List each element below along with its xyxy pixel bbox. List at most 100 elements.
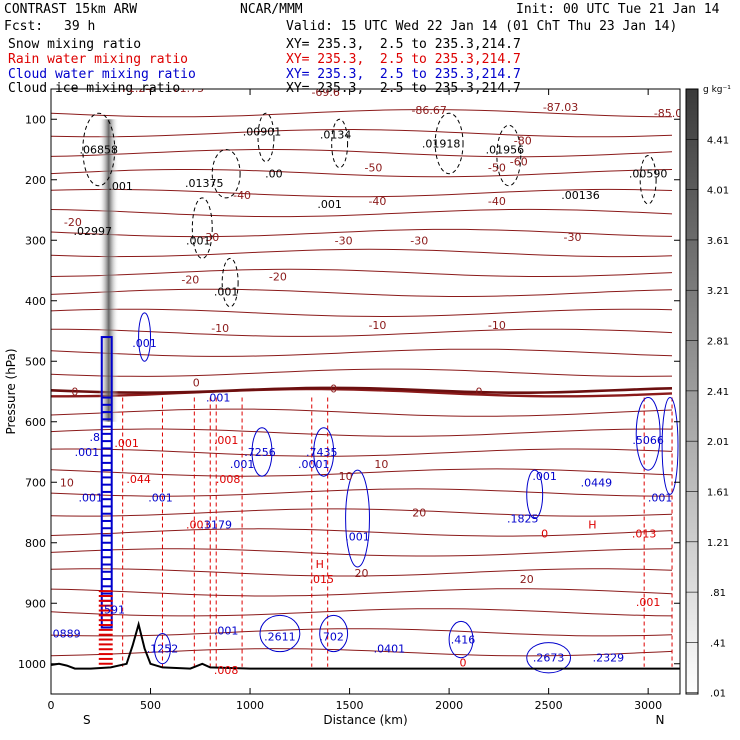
- y-tick-label: 400: [25, 295, 46, 308]
- y-axis-label: Pressure (hPa): [4, 348, 18, 434]
- mixing-ratio-label: .001: [148, 491, 173, 504]
- isotherm-line: [51, 628, 673, 637]
- mixing-ratio-label: .015: [309, 573, 334, 586]
- snow-contour: [221, 257, 239, 308]
- y-tick-label: 200: [25, 174, 46, 187]
- isotherm-line: [51, 228, 673, 238]
- colorbar: [685, 88, 699, 695]
- isotherm-label: -30: [201, 231, 219, 244]
- mixing-ratio-label: .01375: [185, 177, 224, 190]
- mixing-ratio-label: .0889: [49, 628, 81, 641]
- isotherm-line: [51, 608, 673, 617]
- south-label: S: [83, 713, 91, 727]
- isotherm-line: [51, 308, 673, 318]
- snow-contour: [434, 112, 464, 175]
- isotherm-label: 0: [193, 376, 200, 389]
- colorbar-tick-label: 3.61: [707, 236, 729, 247]
- init-time: Init: 00 UTC Tue 21 Jan 14: [516, 2, 720, 17]
- isotherm-line: [51, 588, 673, 597]
- temperature-minimum-label: -71.75: [169, 82, 204, 95]
- mixing-ratio-label: .001: [186, 519, 211, 532]
- mixing-ratio-label: .3179: [200, 519, 232, 532]
- cloud-water-contour: [154, 633, 171, 665]
- mixing-ratio-label: .001: [648, 491, 673, 504]
- mixing-ratio-label: H: [316, 558, 324, 571]
- mixing-ratio-label: .0001: [298, 458, 330, 471]
- mixing-ratio-label: 0: [541, 528, 548, 541]
- mixing-ratio-label: .2329: [593, 652, 625, 665]
- colorbar-tick-label: 4.01: [707, 186, 729, 197]
- isotherm-line: [51, 548, 673, 557]
- temperature-minimum-label: -86.67: [411, 104, 446, 117]
- isotherm-label: 0: [475, 386, 482, 399]
- isotherm-line: [51, 368, 673, 377]
- mixing-ratio-label: .013: [632, 528, 657, 541]
- mixing-ratio-label: .7256: [244, 446, 276, 459]
- forecast-label: Fcst:: [4, 19, 44, 34]
- snow-contour: [82, 112, 116, 187]
- isotherm-label: -40: [488, 195, 506, 208]
- legend-cloud-water-xy: XY= 235.3, 2.5 to 235.3,214.7: [286, 67, 521, 82]
- mixing-ratio-label: .001: [214, 434, 239, 447]
- mixing-ratio-label: .001: [214, 286, 239, 299]
- x-tick-label: 1000: [236, 699, 264, 712]
- mixing-ratio-label: H: [588, 519, 596, 532]
- cloud-water-column: [100, 336, 113, 629]
- cloud-water-contour: [635, 397, 661, 471]
- x-tick-label: 2500: [535, 699, 563, 712]
- colorbar-tick-label: .81: [710, 588, 726, 599]
- snow-contour: [639, 155, 657, 205]
- y-tick-label: 1000: [18, 658, 46, 671]
- cloud-water-contour: [259, 614, 301, 653]
- cloud-water-contour: [526, 469, 544, 520]
- snow-contour: [496, 124, 522, 187]
- legend-snow: Snow mixing ratio: [8, 37, 142, 52]
- x-tick-label: 0: [48, 699, 55, 712]
- mixing-ratio-label: .001: [79, 491, 104, 504]
- mixing-ratio-label: .001: [636, 596, 661, 609]
- isotherm-label: -80: [514, 134, 532, 147]
- isotherm-label: -20: [64, 216, 82, 229]
- isotherm-label: -60: [510, 156, 528, 169]
- cloud-water-contour: [345, 469, 370, 568]
- isotherm-line: [51, 448, 673, 457]
- mixing-ratio-label: .00901: [243, 125, 282, 138]
- isotherm-line: [51, 528, 673, 537]
- isotherm-line: [51, 428, 673, 437]
- north-label: N: [656, 713, 665, 727]
- mixing-ratio-label: .1252: [147, 643, 179, 656]
- colorbar-tick-label: .01: [710, 689, 726, 700]
- isotherm-line: [51, 328, 673, 337]
- snow-contour: [191, 197, 213, 259]
- mixing-ratio-label: .0401: [374, 643, 406, 656]
- isotherm-line: [51, 268, 673, 277]
- isotherm-line: [51, 387, 673, 398]
- isotherm-line: [51, 188, 673, 198]
- isotherm-label: -40: [368, 195, 386, 208]
- isotherm-label: 10: [339, 470, 353, 483]
- mixing-ratio-label: .5066: [632, 434, 664, 447]
- y-tick-label: 700: [25, 476, 46, 489]
- mixing-ratio-label: .2673: [533, 652, 565, 665]
- snow-contour: [331, 118, 349, 169]
- mixing-ratio-label: .06858: [80, 144, 119, 157]
- legend-snow-xy: XY= 235.3, 2.5 to 235.3,214.7: [286, 37, 521, 52]
- snow-contour: [257, 112, 275, 163]
- mixing-ratio-label: .7435: [306, 446, 338, 459]
- mixing-ratio-label: .702: [319, 631, 344, 644]
- mixing-ratio-label: .001: [214, 624, 239, 637]
- colorbar-tick-label: 1.61: [707, 487, 729, 498]
- y-tick-label: 500: [25, 355, 46, 368]
- cloud-water-contour: [526, 642, 572, 674]
- isotherm-line: [51, 288, 673, 297]
- y-tick-label: 900: [25, 597, 46, 610]
- mixing-ratio-label: .008: [216, 473, 241, 486]
- x-axis-label: Distance (km): [323, 713, 407, 727]
- valid-time: Valid: 15 UTC Wed 22 Jan 14 (01 ChT Thu …: [286, 19, 678, 34]
- freezing-level-line: [51, 386, 673, 395]
- isotherm-line: [51, 408, 673, 417]
- y-tick-label: 100: [25, 113, 46, 126]
- mixing-ratio-label: .00: [265, 168, 283, 181]
- mixing-ratio-label: .001: [317, 198, 342, 211]
- mixing-ratio-label: .0134: [320, 128, 352, 141]
